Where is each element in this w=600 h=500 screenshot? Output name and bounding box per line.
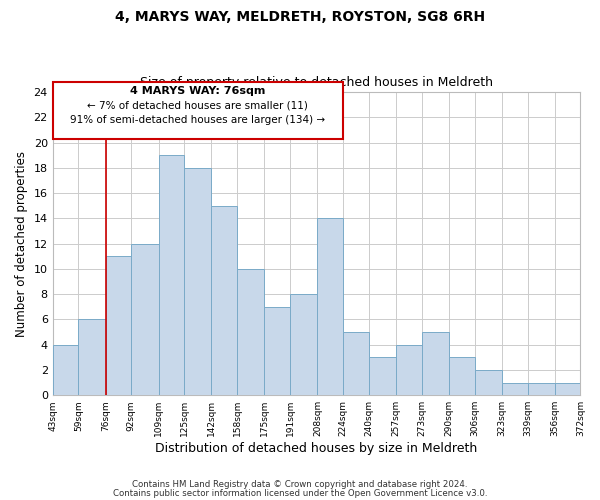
Bar bbox=[290, 294, 317, 395]
Bar bbox=[343, 332, 369, 395]
Bar bbox=[422, 332, 449, 395]
Bar bbox=[396, 344, 422, 395]
Bar bbox=[237, 269, 265, 395]
Y-axis label: Number of detached properties: Number of detached properties bbox=[15, 150, 28, 336]
X-axis label: Distribution of detached houses by size in Meldreth: Distribution of detached houses by size … bbox=[155, 442, 478, 455]
Bar bbox=[502, 382, 527, 395]
Text: Contains HM Land Registry data © Crown copyright and database right 2024.: Contains HM Land Registry data © Crown c… bbox=[132, 480, 468, 489]
Bar bbox=[79, 320, 106, 395]
Bar bbox=[317, 218, 343, 395]
Bar bbox=[53, 344, 79, 395]
Text: Contains public sector information licensed under the Open Government Licence v3: Contains public sector information licen… bbox=[113, 490, 487, 498]
Bar bbox=[184, 168, 211, 395]
FancyBboxPatch shape bbox=[53, 82, 343, 139]
Title: Size of property relative to detached houses in Meldreth: Size of property relative to detached ho… bbox=[140, 76, 493, 90]
Bar bbox=[265, 307, 290, 395]
Bar bbox=[369, 358, 396, 395]
Bar bbox=[449, 358, 475, 395]
Bar bbox=[527, 382, 555, 395]
Text: 4, MARYS WAY, MELDRETH, ROYSTON, SG8 6RH: 4, MARYS WAY, MELDRETH, ROYSTON, SG8 6RH bbox=[115, 10, 485, 24]
Text: 91% of semi-detached houses are larger (134) →: 91% of semi-detached houses are larger (… bbox=[70, 116, 325, 126]
Bar bbox=[475, 370, 502, 395]
Bar bbox=[555, 382, 580, 395]
Text: 4 MARYS WAY: 76sqm: 4 MARYS WAY: 76sqm bbox=[130, 86, 266, 97]
Text: ← 7% of detached houses are smaller (11): ← 7% of detached houses are smaller (11) bbox=[88, 100, 308, 110]
Bar bbox=[106, 256, 131, 395]
Bar bbox=[131, 244, 158, 395]
Bar bbox=[211, 206, 237, 395]
Bar bbox=[158, 155, 184, 395]
